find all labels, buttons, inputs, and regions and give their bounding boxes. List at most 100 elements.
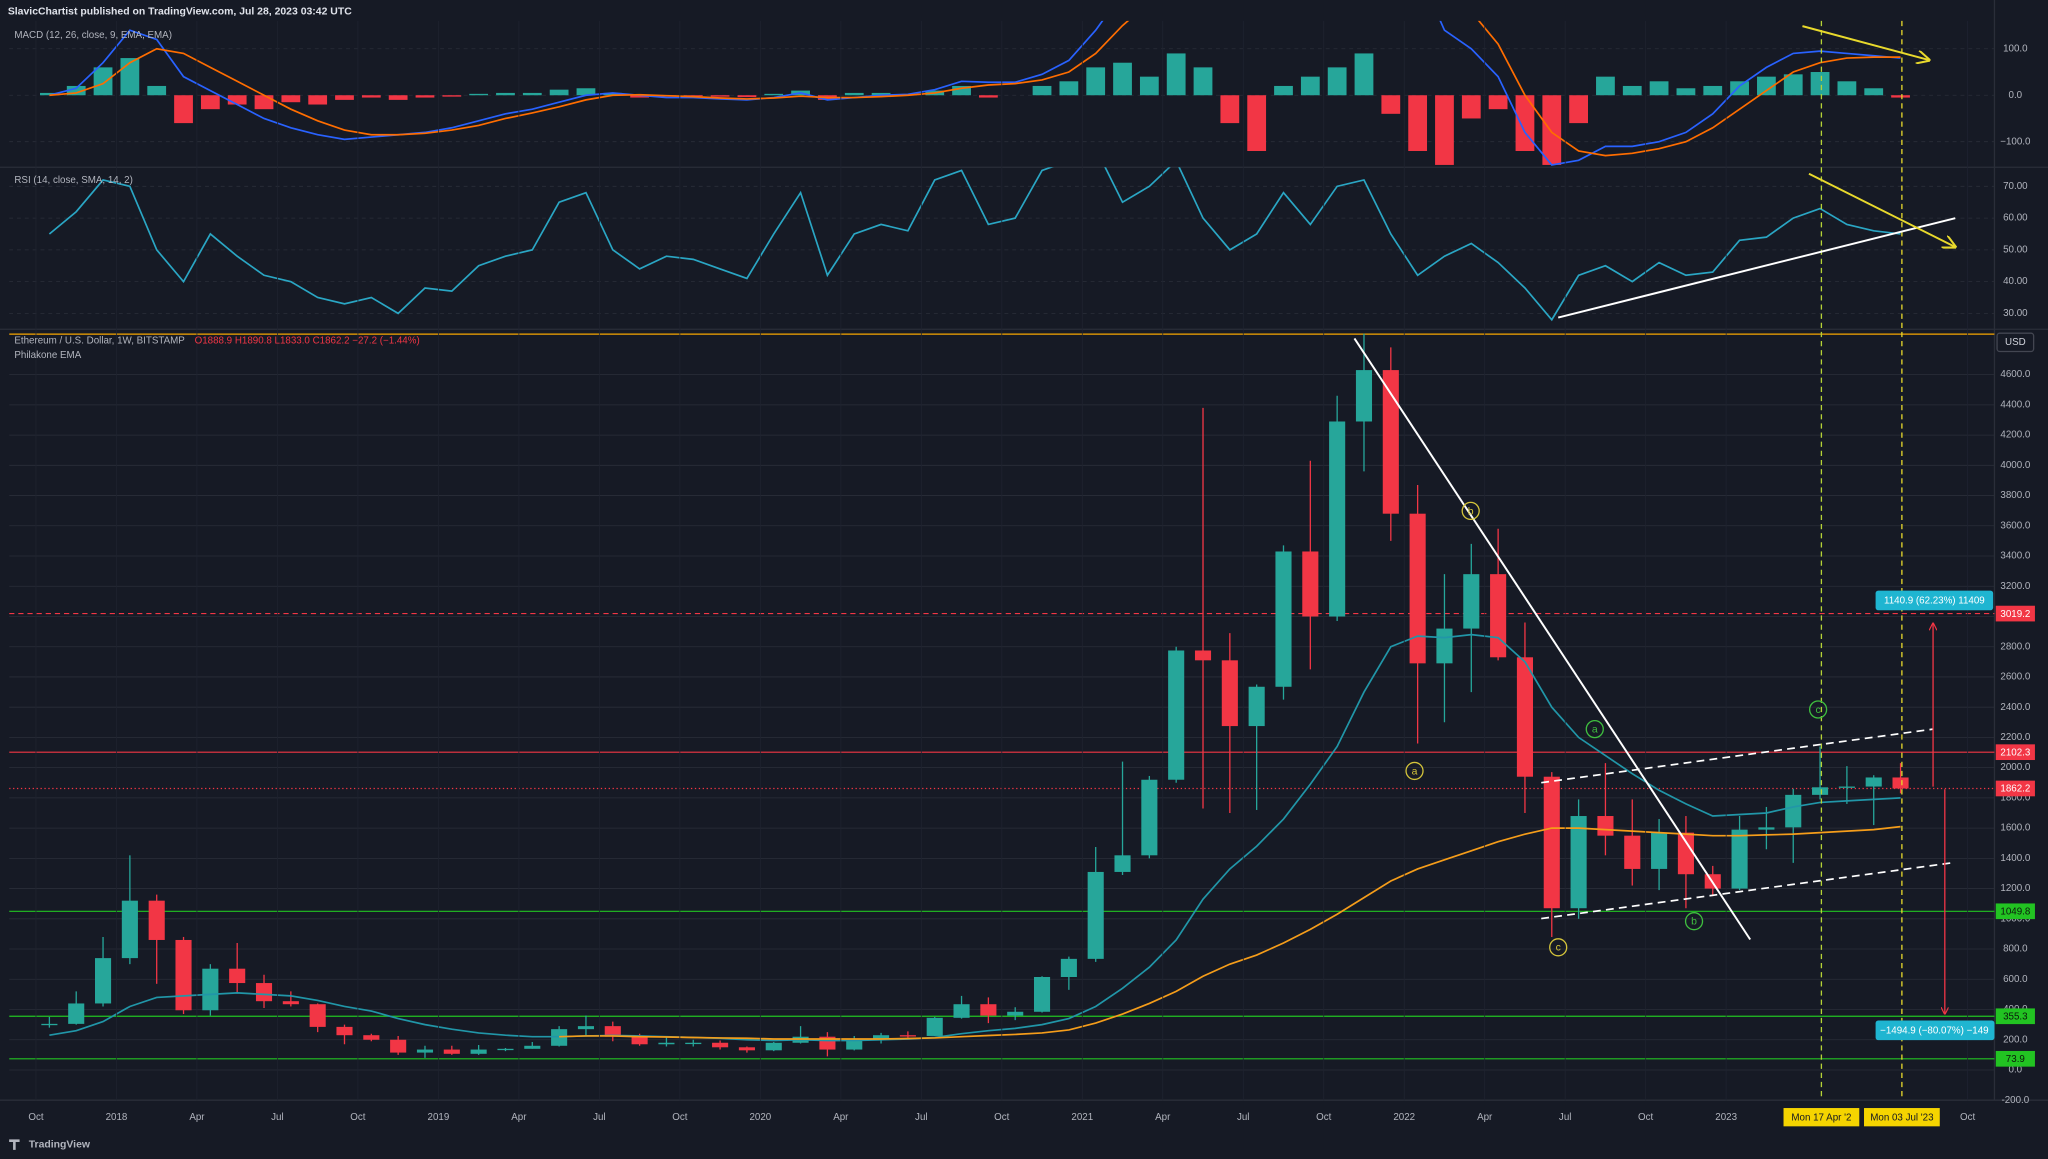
x-tick-label: Apr xyxy=(833,1112,849,1123)
measure-box xyxy=(1875,590,1994,611)
y-tick-label: 2600.0 xyxy=(2000,672,2030,683)
histogram-bar xyxy=(281,95,301,103)
candle-body xyxy=(148,900,165,940)
y-tick-label: 800.0 xyxy=(2003,944,2028,955)
candle-body xyxy=(1892,777,1909,789)
plots: 100.0 0.0 −100.0 70.00 60.00 50.00 40.00 30.00 -… xyxy=(9,20,2035,1127)
candle-body xyxy=(899,1035,916,1037)
candle-body xyxy=(1677,832,1694,875)
candle-body xyxy=(1329,421,1346,617)
brand-logo xyxy=(9,1139,20,1150)
histogram-bar xyxy=(1569,95,1588,124)
y-tick-label: 2200.0 xyxy=(2000,732,2030,743)
x-tick-label: 2023 xyxy=(1715,1112,1737,1123)
rsi-trend-line xyxy=(1557,217,1956,319)
y-tick-label: 30.00 xyxy=(2003,308,2028,319)
drawings: 1140.9 (62.23%) 11409 −1494.9 (−80.07%) … xyxy=(1353,25,1995,1041)
candle-body xyxy=(1624,835,1641,869)
histogram-bar xyxy=(1703,85,1723,96)
indicator-label: Philakone EMA xyxy=(14,350,81,361)
x-tick-label: 2018 xyxy=(106,1112,128,1123)
histogram-bar xyxy=(361,95,381,98)
histogram-bar xyxy=(576,88,596,96)
level-label-box xyxy=(1995,1008,2035,1025)
y-tick-label: 70.00 xyxy=(2003,181,2028,192)
level-label-box xyxy=(1995,780,2035,797)
histogram-bar xyxy=(227,95,247,105)
histogram-bar xyxy=(1166,53,1186,96)
candle-body xyxy=(765,1042,782,1051)
candle-body xyxy=(1516,657,1533,777)
panel xyxy=(9,20,1995,166)
histogram-bar xyxy=(549,89,569,96)
histogram-bar xyxy=(388,95,408,100)
candle-body xyxy=(1409,513,1426,664)
histogram-bar xyxy=(1408,95,1428,151)
candle-body xyxy=(1114,855,1131,872)
histogram-bar xyxy=(737,95,757,98)
histogram-bar xyxy=(1622,85,1642,96)
y-tick-label: 1800.0 xyxy=(2000,792,2030,803)
candle-body xyxy=(1838,786,1855,788)
level-label: 355.3 xyxy=(2003,1012,2028,1023)
histogram-bar xyxy=(683,95,703,97)
candle-body xyxy=(1382,370,1399,514)
brand-footer: TradingView xyxy=(29,1139,91,1150)
y-tick-label: 3200.0 xyxy=(2000,581,2030,592)
wave-marker xyxy=(1549,938,1568,957)
candle-body xyxy=(980,1004,997,1016)
histogram-bar xyxy=(522,92,542,96)
histogram-bar xyxy=(1783,74,1803,96)
candle-body xyxy=(416,1049,434,1053)
histogram-bar xyxy=(308,95,328,105)
measure-box xyxy=(1875,1020,1995,1041)
y-tick-label: 4200.0 xyxy=(2000,430,2030,441)
y-tick-label: 3600.0 xyxy=(2000,520,2030,531)
candle-body xyxy=(577,1026,595,1030)
histogram-bar xyxy=(1381,95,1401,114)
x-tick-label: 2019 xyxy=(428,1112,450,1123)
candle-body xyxy=(658,1042,675,1045)
candle-body xyxy=(1490,574,1507,658)
candle-body xyxy=(94,958,112,1004)
histogram-bar xyxy=(1113,62,1132,96)
divergence-arrow xyxy=(1808,172,1955,247)
histogram-bar xyxy=(415,95,435,98)
wave-marker xyxy=(1585,719,1604,739)
y-tick-label: 3800.0 xyxy=(2000,490,2030,501)
candle-body xyxy=(738,1047,755,1051)
candle-body xyxy=(41,1023,58,1026)
series-line xyxy=(559,825,1901,1040)
x-tick-label: Jul xyxy=(593,1112,606,1123)
candle-body xyxy=(1221,660,1238,727)
y-tick-label: 1400.0 xyxy=(2000,853,2030,864)
x-tick-label: Apr xyxy=(1155,1112,1171,1123)
candle-body xyxy=(443,1049,460,1054)
candle-body xyxy=(336,1026,353,1036)
x-tick-label: Oct xyxy=(1960,1112,1975,1123)
histogram-bar xyxy=(1220,95,1240,124)
histogram-bar xyxy=(442,95,462,97)
histogram-bar xyxy=(335,95,354,100)
candle-body xyxy=(175,939,192,1011)
candle-body xyxy=(873,1035,890,1039)
x-tick-label: Oct xyxy=(672,1112,687,1123)
wave-label: c xyxy=(1556,943,1561,954)
histogram-bar xyxy=(1837,81,1857,96)
histogram-bar xyxy=(1274,85,1293,96)
histogram-bar xyxy=(1354,53,1374,96)
candle-body xyxy=(229,968,246,984)
x-tick-label: Apr xyxy=(189,1112,205,1123)
y-tick-label: 4400.0 xyxy=(2000,399,2030,410)
histogram-bar xyxy=(1435,95,1454,165)
candle-body xyxy=(1785,794,1802,828)
histogram-bar xyxy=(871,92,891,96)
x-tick-label: Jul xyxy=(1559,1112,1572,1123)
price-title: Ethereum / U.S. Dollar, 1W, BITSTAMP xyxy=(14,336,185,347)
candle-body xyxy=(631,1036,648,1045)
x-tick-label: Oct xyxy=(1316,1112,1331,1123)
candle-body xyxy=(202,968,219,1011)
candle-body xyxy=(1302,551,1319,617)
histogram-bar xyxy=(844,92,864,96)
